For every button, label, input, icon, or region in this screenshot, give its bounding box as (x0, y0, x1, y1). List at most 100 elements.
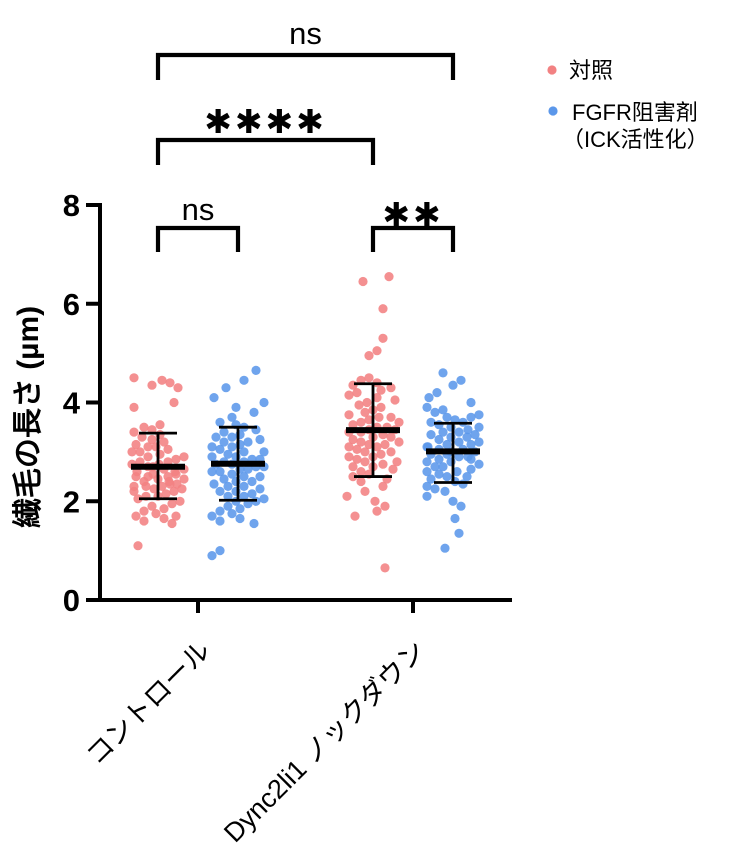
data-point (209, 393, 219, 403)
data-point (386, 383, 396, 393)
significance-bracket (155, 52, 456, 80)
data-point (364, 415, 374, 425)
legend-label-fgfr-line1: FGFR阻害剤 (572, 100, 698, 125)
data-point (255, 484, 265, 494)
data-point (352, 444, 362, 454)
data-point (139, 422, 149, 432)
data-point (364, 373, 374, 383)
data-point (438, 427, 448, 437)
data-point (456, 501, 466, 511)
data-point (422, 491, 432, 501)
data-point (466, 439, 476, 450)
data-point (442, 412, 452, 422)
data-point (466, 464, 476, 474)
data-point (227, 442, 237, 452)
data-point (219, 427, 229, 437)
data-point (207, 467, 217, 477)
data-point (139, 516, 149, 526)
data-point (466, 397, 476, 408)
data-point (161, 489, 171, 499)
data-point (243, 464, 253, 474)
data-point (356, 467, 366, 477)
data-point (434, 454, 444, 464)
data-point (209, 479, 219, 489)
legend-dot-control-icon (547, 65, 557, 75)
data-point (354, 400, 364, 410)
significance-label: ✱✱ (382, 195, 443, 234)
data-point (223, 491, 233, 501)
data-point (358, 276, 368, 287)
data-point (207, 452, 217, 462)
data-point (227, 432, 237, 442)
data-point (426, 417, 436, 427)
data-point (344, 390, 354, 400)
data-point (133, 541, 143, 551)
data-point (466, 412, 476, 422)
data-point (227, 412, 237, 422)
data-point (380, 563, 390, 573)
data-point (386, 412, 396, 422)
data-point (438, 368, 448, 378)
data-point (167, 499, 177, 509)
error-bar (346, 382, 400, 478)
data-point (147, 434, 157, 445)
data-point (378, 304, 388, 314)
data-point (372, 506, 382, 516)
data-point (171, 454, 181, 464)
data-point (364, 351, 374, 361)
significance-label: ns (289, 16, 322, 51)
data-point (219, 474, 229, 484)
data-point (207, 551, 217, 561)
data-point (356, 417, 366, 427)
data-point (249, 518, 259, 529)
data-point (215, 417, 225, 427)
data-point (344, 452, 354, 462)
data-point (432, 388, 442, 398)
data-point (438, 462, 448, 472)
data-point (462, 472, 472, 482)
legend: 対照 FGFR阻害剤 （ICK活性化） (547, 58, 709, 152)
data-point (360, 457, 370, 467)
significance-bracket (370, 225, 456, 252)
dot-cluster (342, 272, 404, 573)
data-point (434, 420, 444, 430)
data-point (133, 494, 143, 504)
data-point (211, 432, 221, 442)
category-label: コントロール (80, 635, 216, 771)
y-tick-label: 2 (63, 484, 80, 519)
data-point (422, 481, 432, 491)
data-point (372, 442, 382, 452)
data-point (207, 511, 217, 521)
significance-bracket (155, 137, 376, 165)
data-points-layer (127, 272, 484, 573)
data-point (450, 513, 460, 524)
data-point (462, 432, 472, 442)
y-tick-label: 0 (63, 583, 80, 618)
data-point (454, 528, 464, 538)
data-point (380, 501, 390, 511)
significance-label: ns (182, 192, 215, 227)
data-point (426, 430, 436, 440)
y-tick-label: 8 (63, 188, 80, 223)
data-point (386, 432, 396, 442)
data-point (147, 501, 157, 511)
data-point (422, 402, 432, 412)
data-point (474, 459, 484, 469)
error-bar (211, 425, 265, 502)
category-label: Dync2li1 ノックダウン (218, 635, 431, 848)
data-point (344, 442, 354, 452)
data-point (243, 437, 253, 447)
data-point (360, 486, 370, 496)
y-tick-label: 4 (63, 386, 81, 421)
data-point (426, 474, 436, 484)
significance-bracket (155, 225, 241, 252)
data-point (378, 459, 388, 469)
data-point (157, 481, 167, 491)
data-point (350, 511, 360, 521)
data-point (163, 472, 173, 482)
data-point (169, 486, 179, 496)
data-point (239, 491, 249, 501)
data-point (255, 472, 265, 482)
